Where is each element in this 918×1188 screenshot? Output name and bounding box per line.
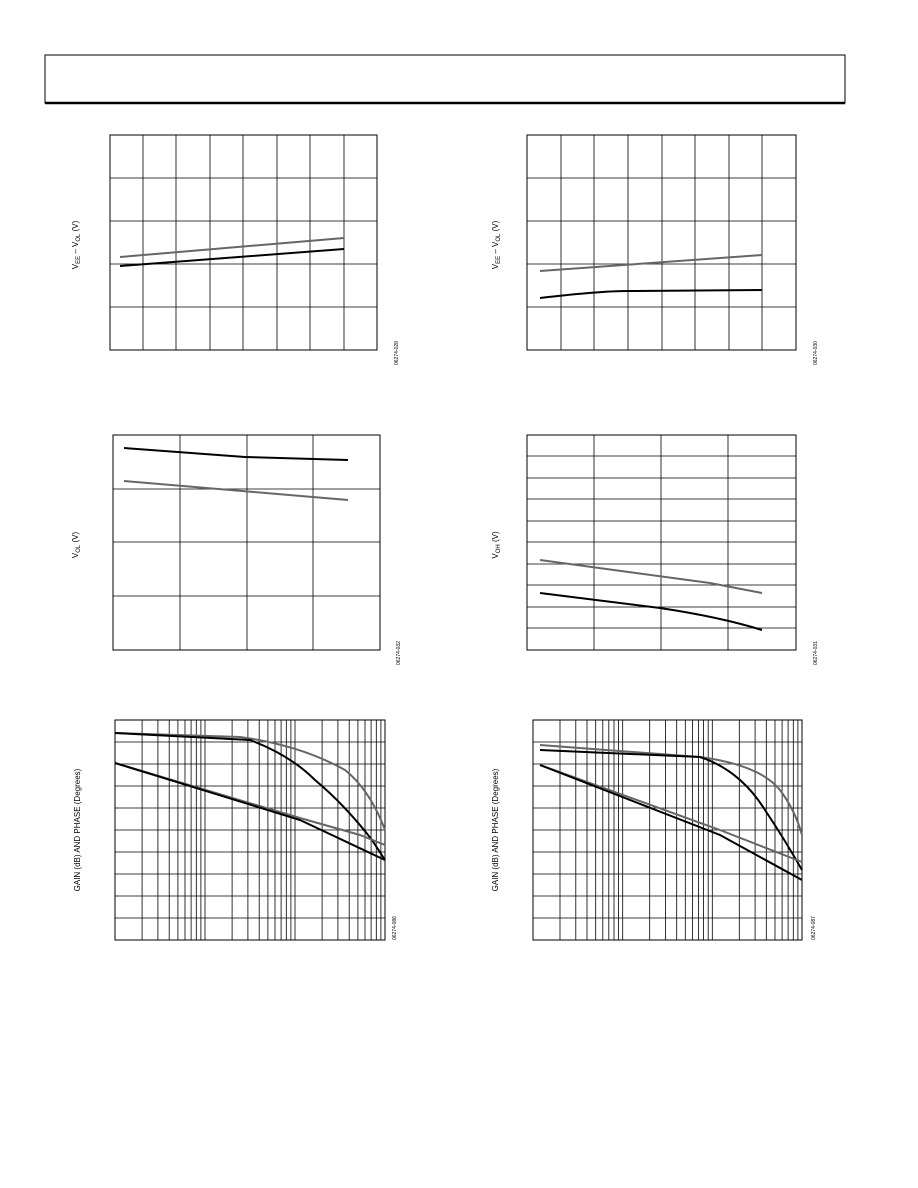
figure-id: 06274-031 [813,641,819,665]
figure-3 [112,434,381,651]
curve [119,248,345,267]
figure-2 [526,134,797,351]
y-label-part: (V) [491,531,500,544]
figure-6 [532,719,803,941]
y-label-part: (V) [71,220,80,233]
y-label-part: OL [496,233,502,242]
curve [539,744,803,836]
y-label-part: V [491,553,500,559]
y-axis-label: VEE – VOL (V) [71,220,82,269]
grid [533,720,803,940]
curve [539,254,763,272]
y-axis-label: VOL (V) [71,532,82,559]
curve [114,762,386,861]
curve [119,237,345,258]
curve [539,559,763,594]
y-label-part: (V) [71,532,80,545]
header-box [44,54,846,104]
curve [539,289,763,299]
curve [539,749,803,871]
y-label-part: (V) [491,220,500,233]
curve [539,764,803,881]
y-axis-label: GAIN (dB) AND PHASE (Degrees) [73,768,82,891]
y-axis-label: VEE – VOL (V) [491,220,502,269]
y-label-part: – V [71,241,80,256]
curve [114,732,386,831]
y-label-part: V [491,263,500,269]
y-label-part: V [71,263,80,269]
y-label-part: V [71,552,80,558]
curve [123,480,349,501]
y-label-part: GAIN (dB) AND PHASE (Degrees) [491,768,500,891]
figure-id: 06274-028 [394,341,400,365]
figure-4 [526,434,797,651]
y-label-part: EE [76,256,82,264]
figure-5 [114,719,386,941]
figure-1 [109,134,378,351]
figure-id: 06274-087 [811,916,817,940]
y-label-part: EE [496,256,502,264]
y-label-part: OL [76,233,82,242]
figure-id: 06274-086 [392,916,398,940]
curve [539,764,803,863]
curve [539,592,763,631]
y-label-part: OH [496,544,502,553]
y-label-part: GAIN (dB) AND PHASE (Degrees) [73,768,82,891]
curve [114,732,386,861]
y-axis-label: GAIN (dB) AND PHASE (Degrees) [491,768,500,891]
grid [115,720,386,940]
y-axis-label: VOH (V) [491,531,502,559]
curve [123,447,349,461]
figure-id: 06274-030 [813,341,819,365]
figure-id: 06274-032 [396,641,402,665]
y-label-part: – V [491,241,500,256]
y-label-part: OL [76,544,82,553]
